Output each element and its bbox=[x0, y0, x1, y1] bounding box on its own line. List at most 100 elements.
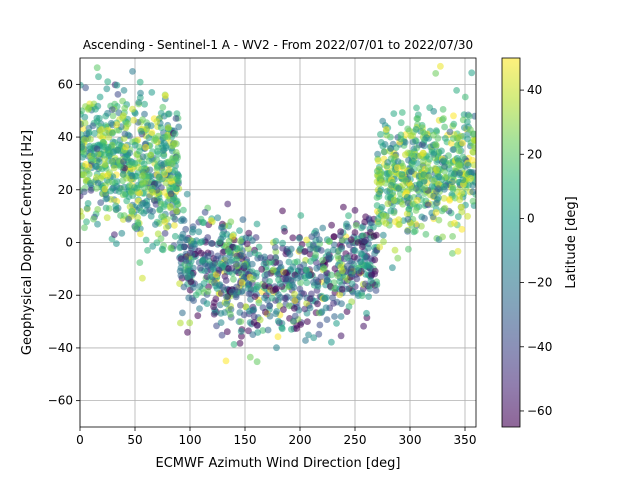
scatter-point bbox=[354, 239, 362, 246]
scatter-point bbox=[103, 85, 111, 93]
scatter-point bbox=[139, 153, 147, 161]
y-tick-label: 60 bbox=[58, 77, 73, 91]
scatter-point bbox=[274, 333, 282, 341]
scatter-point bbox=[119, 170, 127, 178]
scatter-point bbox=[195, 228, 203, 236]
scatter-point bbox=[172, 115, 180, 122]
scatter-point bbox=[409, 138, 417, 146]
scatter-point bbox=[377, 139, 385, 146]
scatter-point bbox=[251, 293, 259, 300]
colorbar-tick-label: −40 bbox=[527, 340, 552, 354]
scatter-point bbox=[238, 279, 246, 286]
x-tick-label: 350 bbox=[454, 433, 477, 447]
scatter-point bbox=[441, 186, 448, 193]
y-tick-label: 20 bbox=[58, 183, 73, 197]
scatter-point bbox=[186, 249, 194, 257]
scatter-point bbox=[275, 276, 282, 284]
scatter-point bbox=[173, 207, 180, 215]
scatter-point bbox=[128, 207, 136, 215]
scatter-point bbox=[142, 236, 150, 244]
scatter-point bbox=[303, 279, 311, 287]
scatter-point bbox=[102, 195, 110, 203]
scatter-point bbox=[453, 87, 460, 94]
scatter-point bbox=[435, 216, 443, 224]
scatter-point bbox=[209, 261, 217, 269]
scatter-point bbox=[351, 253, 358, 261]
scatter-point bbox=[210, 303, 218, 311]
scatter-point bbox=[289, 263, 297, 271]
scatter-point bbox=[266, 278, 273, 285]
scatter-point bbox=[469, 148, 476, 156]
scatter-point bbox=[148, 89, 156, 96]
scatter-point bbox=[469, 197, 476, 205]
scatter-point bbox=[453, 141, 461, 149]
scatter-point bbox=[141, 100, 149, 108]
scatter-point bbox=[312, 251, 319, 259]
scatter-point bbox=[362, 280, 369, 288]
scatter-point bbox=[249, 331, 257, 338]
scatter-point bbox=[207, 240, 215, 247]
scatter-point bbox=[377, 174, 384, 182]
scatter-point bbox=[167, 190, 175, 198]
scatter-point bbox=[182, 257, 190, 264]
scatter-point bbox=[196, 305, 203, 312]
scatter-point bbox=[164, 124, 172, 131]
scatter-point bbox=[142, 143, 150, 151]
scatter-point bbox=[414, 115, 422, 122]
scatter-point bbox=[401, 176, 409, 184]
scatter-point bbox=[291, 312, 299, 320]
scatter-point bbox=[441, 163, 448, 170]
scatter-point bbox=[93, 118, 101, 125]
scatter-point bbox=[328, 221, 335, 229]
scatter-point bbox=[282, 269, 290, 277]
scatter-point bbox=[439, 233, 446, 241]
scatter-point bbox=[411, 227, 419, 235]
scatter-point bbox=[109, 148, 117, 156]
scatter-point bbox=[402, 151, 409, 159]
scatter-point bbox=[347, 236, 355, 244]
scatter-point bbox=[245, 290, 253, 298]
scatter-point bbox=[407, 132, 415, 140]
scatter-point bbox=[344, 223, 352, 231]
scatter-point bbox=[240, 311, 248, 319]
scatter-point bbox=[81, 224, 88, 232]
scatter-point bbox=[387, 207, 395, 215]
scatter-point bbox=[180, 206, 187, 214]
scatter-point bbox=[227, 311, 234, 318]
scatter-point bbox=[352, 222, 360, 229]
scatter-point bbox=[469, 130, 476, 138]
scatter-point bbox=[449, 250, 456, 257]
scatter-point bbox=[384, 159, 391, 166]
scatter-point bbox=[249, 237, 256, 245]
scatter-point bbox=[221, 309, 229, 316]
scatter-point bbox=[468, 69, 476, 77]
scatter-point bbox=[279, 207, 286, 215]
scatter-point bbox=[240, 262, 248, 270]
scatter-point bbox=[166, 203, 174, 210]
scatter-point bbox=[180, 283, 188, 291]
scatter-point bbox=[338, 267, 346, 275]
scatter-point bbox=[456, 169, 463, 177]
scatter-point bbox=[338, 245, 345, 252]
scatter-point bbox=[159, 103, 167, 111]
scatter-point bbox=[141, 184, 148, 192]
scatter-point bbox=[435, 173, 442, 181]
scatter-point bbox=[382, 219, 390, 227]
scatter-point bbox=[330, 299, 337, 307]
scatter-point bbox=[459, 139, 466, 147]
scatter-point bbox=[404, 228, 411, 235]
scatter-point bbox=[377, 186, 385, 194]
scatter-point bbox=[331, 313, 338, 320]
scatter-point bbox=[144, 247, 151, 254]
scatter-point bbox=[358, 243, 366, 251]
scatter-point bbox=[374, 157, 382, 165]
scatter-point bbox=[250, 313, 258, 321]
scatter-point bbox=[196, 264, 204, 272]
scatter-point bbox=[358, 292, 366, 300]
scatter-point bbox=[136, 259, 144, 266]
scatter-point bbox=[165, 110, 173, 118]
scatter-point bbox=[168, 174, 175, 182]
scatter-point bbox=[266, 302, 274, 310]
scatter-point bbox=[131, 224, 139, 232]
scatter-point bbox=[186, 261, 194, 269]
